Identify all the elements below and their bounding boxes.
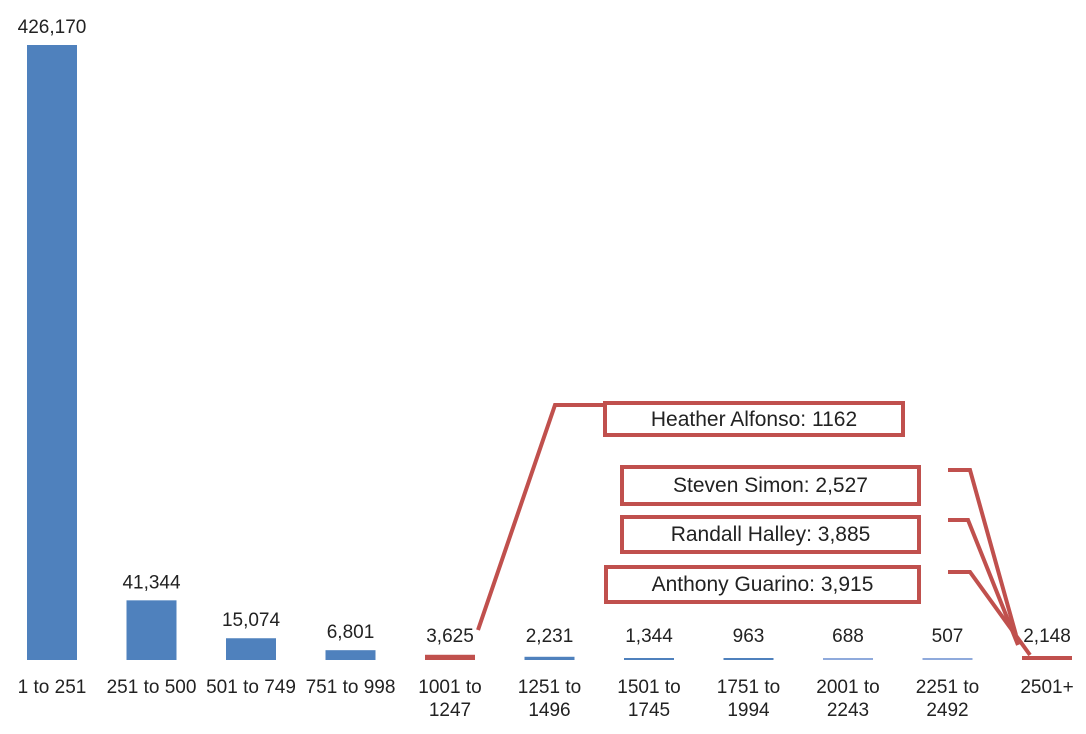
- bar: [325, 650, 376, 660]
- annotation: Heather Alfonso: 1162: [603, 401, 905, 437]
- value-label: 15,074: [222, 610, 281, 631]
- value-label: 1,344: [625, 626, 673, 647]
- x-tick-label: 251 to 500: [106, 677, 197, 698]
- value-label: 2,148: [1023, 626, 1071, 647]
- annotation: Anthony Guarino: 3,915: [604, 565, 921, 604]
- x-tick-label: 1751 to 1994: [716, 677, 781, 721]
- bar: [126, 600, 177, 660]
- x-tick-label: 2501+: [1020, 677, 1074, 698]
- value-label: 426,170: [18, 17, 87, 38]
- x-tick-label: 2251 to 2492: [915, 677, 980, 721]
- bar: [922, 658, 973, 660]
- value-label: 2,231: [526, 626, 574, 647]
- x-tick-label: 2001 to 2243: [816, 677, 880, 721]
- x-tick-label: 1001 to 1247: [418, 677, 482, 721]
- value-label: 507: [932, 626, 964, 647]
- connector: [476, 403, 603, 631]
- bar: [823, 658, 873, 660]
- x-tick-label: 501 to 749: [206, 677, 296, 698]
- value-label: 6,801: [327, 622, 375, 643]
- bar: [624, 658, 674, 660]
- annotation: Steven Simon: 2,527: [620, 465, 921, 506]
- connector: [948, 518, 1020, 646]
- connector: [948, 468, 1018, 636]
- x-tick-label: 1501 to 1745: [617, 677, 681, 721]
- annotation: Randall Halley: 3,885: [620, 515, 921, 554]
- connectors: [476, 403, 1032, 657]
- connector: [948, 570, 1032, 657]
- value-label: 41,344: [122, 572, 181, 593]
- value-label: 688: [832, 626, 864, 647]
- bar: [226, 638, 276, 660]
- value-label: 963: [733, 626, 765, 647]
- bar: [524, 656, 575, 660]
- x-tick-label: 751 to 998: [305, 677, 396, 698]
- bar: [1022, 656, 1072, 660]
- x-tick-label: 1251 to 1496: [517, 677, 582, 721]
- x-tick-label: 1 to 251: [17, 677, 87, 698]
- bar: [27, 45, 77, 660]
- value-label: 3,625: [426, 626, 474, 647]
- bar: [723, 658, 774, 660]
- bar: [425, 654, 475, 660]
